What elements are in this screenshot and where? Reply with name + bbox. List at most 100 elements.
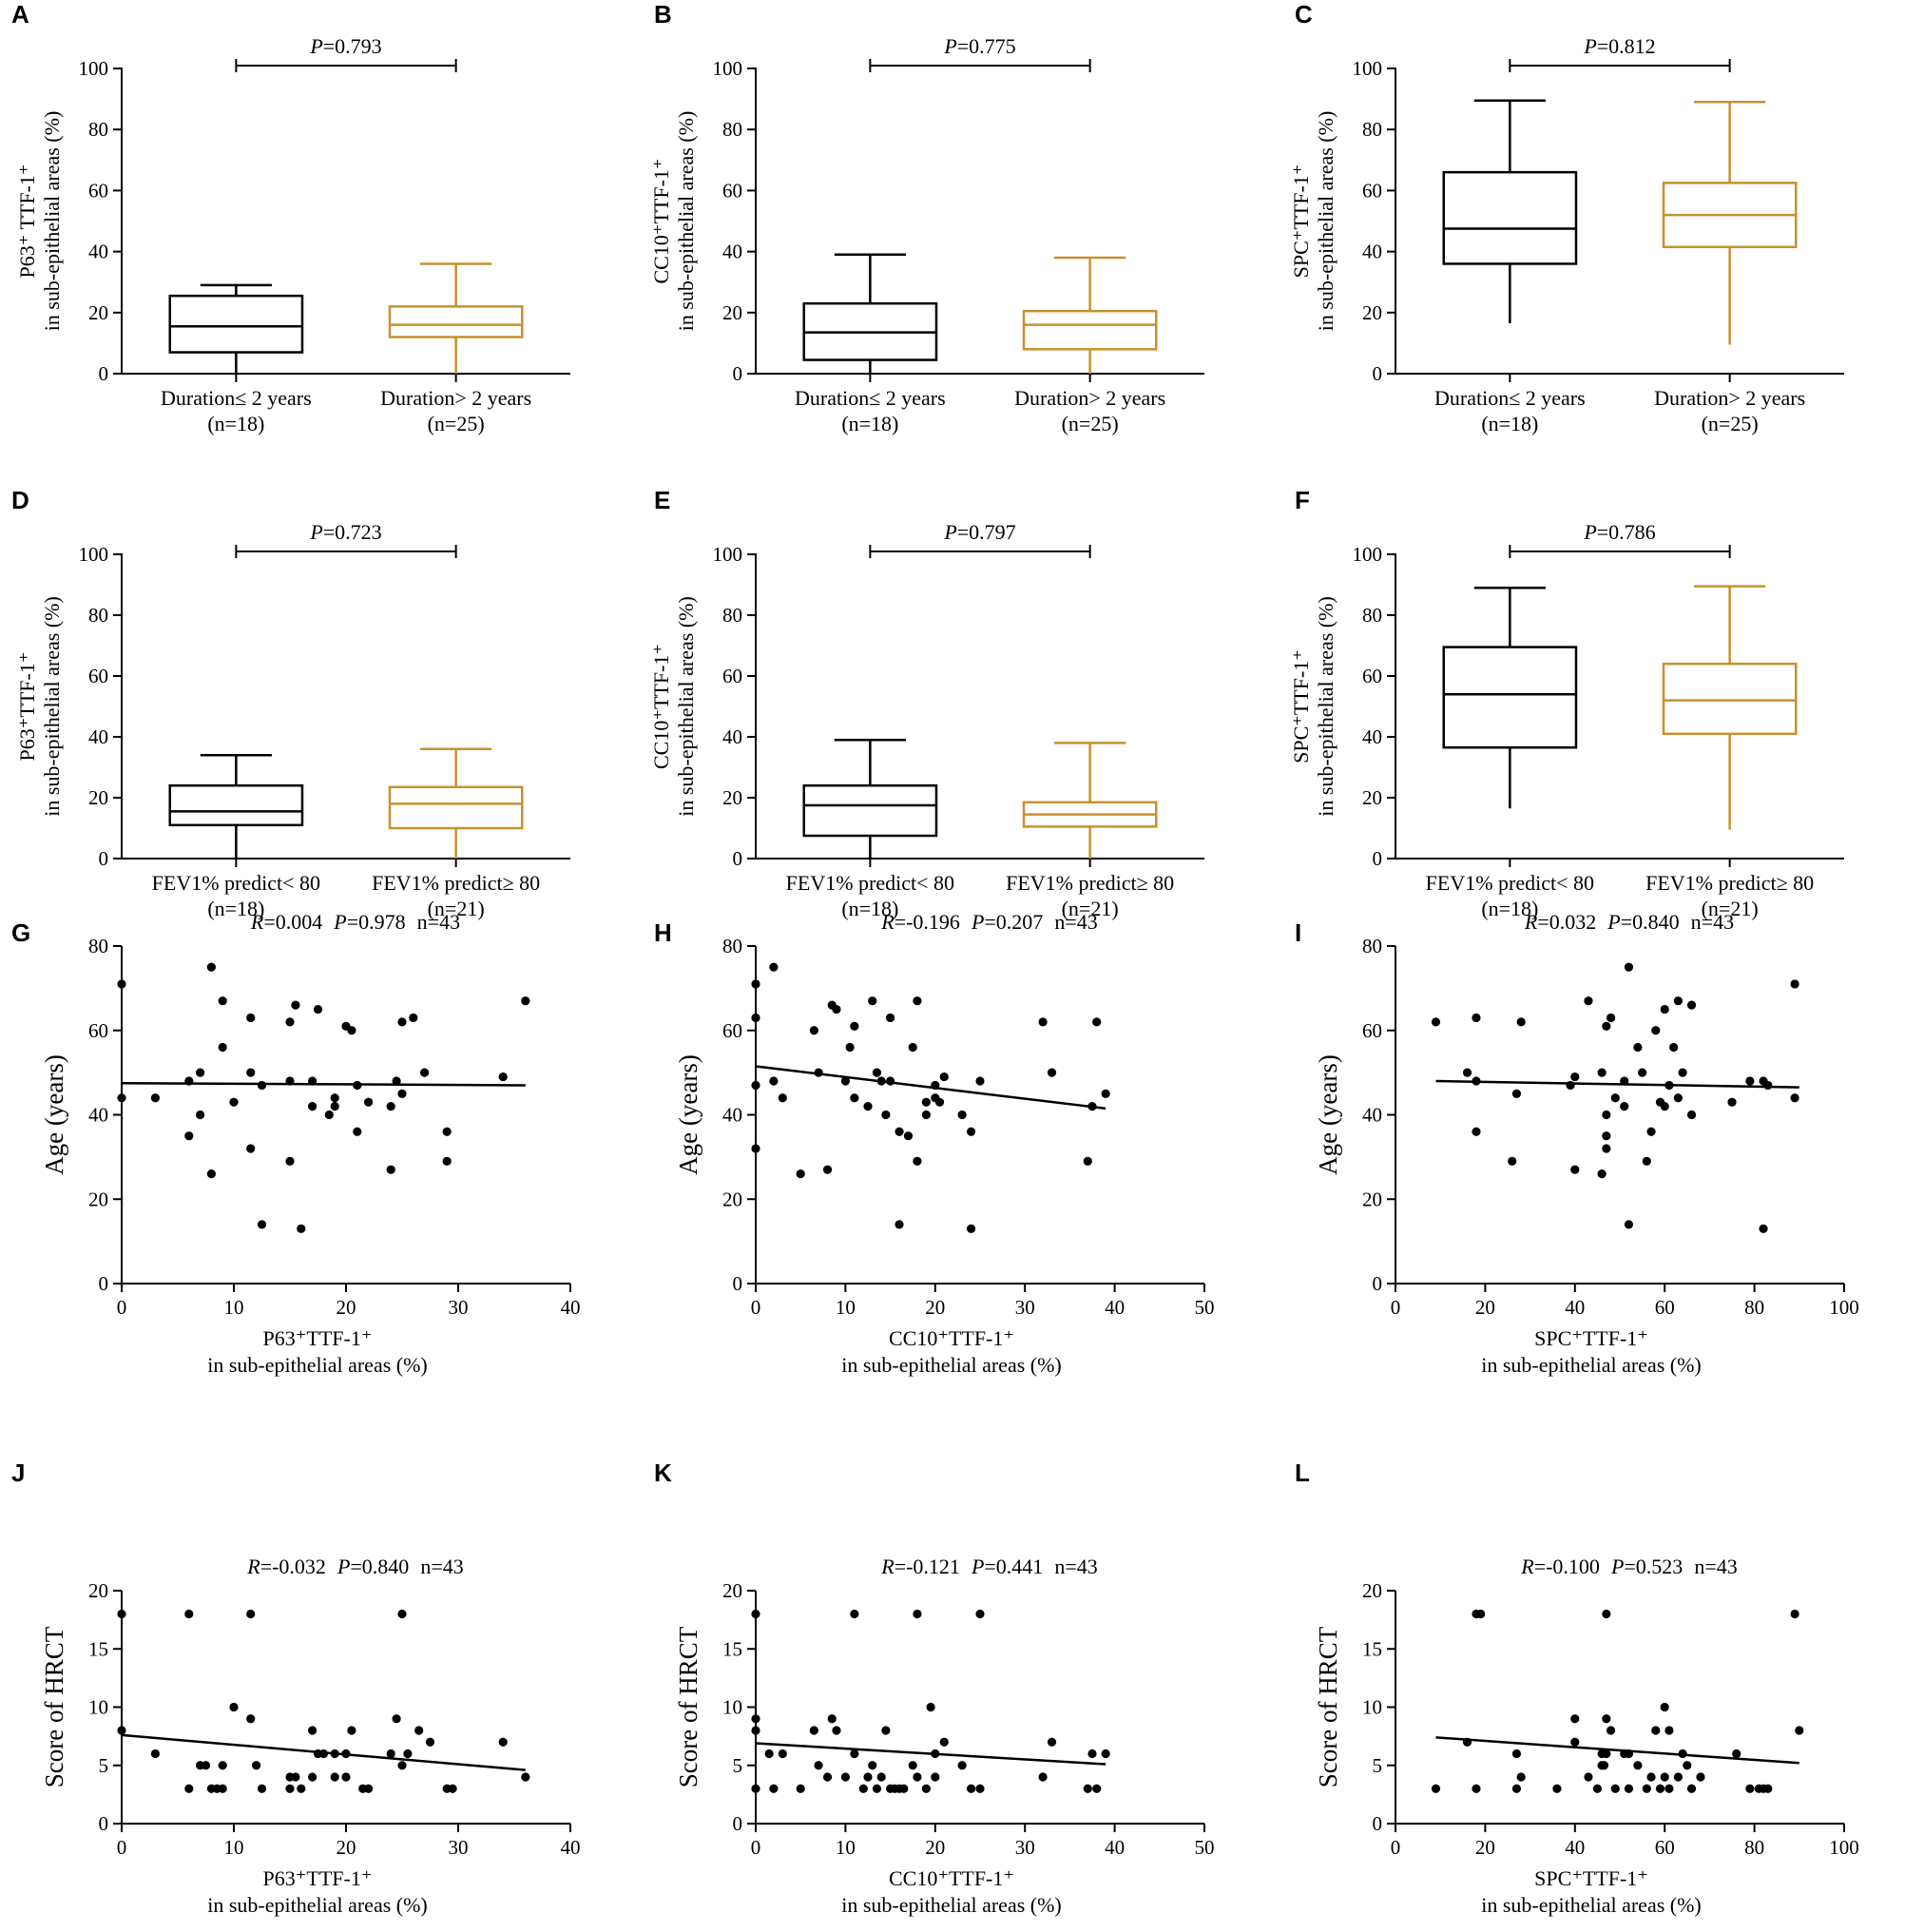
data-point bbox=[386, 1102, 395, 1111]
data-point bbox=[751, 1144, 760, 1153]
data-point bbox=[1620, 1076, 1629, 1086]
iqr-box bbox=[1442, 646, 1578, 749]
data-point bbox=[814, 1761, 823, 1770]
box-group-1 bbox=[1442, 99, 1578, 324]
data-point bbox=[1092, 1017, 1102, 1027]
category-n-label: (n=25) bbox=[1062, 412, 1119, 435]
data-point bbox=[353, 1080, 362, 1091]
x-axis-label-line1: P63⁺TTF-1⁺ bbox=[263, 1866, 373, 1890]
panel-a: A 0 20 40 60 80 100 Duration≤ 2 years(n=18) Dura… bbox=[11, 0, 570, 435]
data-point bbox=[822, 1772, 833, 1782]
data-point bbox=[1602, 1609, 1611, 1619]
y-axis-label: Age (years) bbox=[674, 1054, 702, 1175]
data-point bbox=[872, 1784, 882, 1793]
y-tick-label: 60 bbox=[88, 179, 108, 202]
data-point bbox=[1660, 1102, 1669, 1111]
data-point bbox=[876, 1772, 886, 1782]
x-tick-label: 40 bbox=[1565, 1296, 1585, 1319]
x-tick-label: 80 bbox=[1744, 1836, 1764, 1859]
data-point bbox=[840, 1076, 851, 1086]
y-axis-label: Age (years) bbox=[1314, 1054, 1342, 1175]
data-point bbox=[1727, 1097, 1737, 1107]
data-point bbox=[1552, 1784, 1562, 1793]
data-point bbox=[1638, 1068, 1647, 1077]
data-point bbox=[1646, 1127, 1656, 1136]
y-tick-label: 80 bbox=[88, 935, 108, 957]
y-axis-label: P63⁺TTF-1⁺in sub-epithelial areas (%) bbox=[15, 596, 64, 817]
iqr-box bbox=[388, 305, 524, 338]
data-point bbox=[442, 1156, 452, 1166]
data-point bbox=[1472, 1127, 1481, 1136]
y-tick-label: 20 bbox=[88, 1579, 108, 1602]
data-point bbox=[347, 1726, 356, 1735]
box-group-2 bbox=[1022, 256, 1158, 374]
data-point bbox=[1584, 1772, 1593, 1782]
data-point bbox=[1602, 1131, 1611, 1141]
data-point bbox=[751, 1013, 760, 1023]
x-tick-label: 60 bbox=[1655, 1296, 1675, 1319]
y-tick-label: 60 bbox=[1362, 665, 1382, 687]
y-tick-label: 5 bbox=[99, 1754, 109, 1777]
category-n-label: (n=18) bbox=[1481, 897, 1538, 920]
data-point bbox=[1633, 1042, 1643, 1053]
correlation-stats: R=-0.121 P=0.441 n=43 bbox=[880, 1555, 1097, 1578]
data-point bbox=[246, 1609, 256, 1619]
data-point bbox=[868, 1761, 877, 1770]
data-point bbox=[313, 1004, 323, 1014]
data-point bbox=[1660, 1772, 1669, 1782]
y-tick-label: 60 bbox=[88, 665, 108, 687]
data-point bbox=[308, 1772, 318, 1782]
data-point bbox=[1431, 1017, 1441, 1027]
y-axis-label: Score of HRCT bbox=[40, 1626, 68, 1787]
data-point bbox=[1624, 1784, 1634, 1793]
data-point bbox=[1790, 979, 1799, 989]
correlation-stats: R=-0.032 P=0.840 n=43 bbox=[246, 1555, 463, 1578]
data-point bbox=[939, 1737, 949, 1747]
data-point bbox=[353, 1127, 362, 1136]
data-point bbox=[1592, 1784, 1602, 1793]
data-point bbox=[252, 1761, 261, 1770]
data-point bbox=[822, 1165, 833, 1174]
data-point bbox=[1584, 996, 1593, 1006]
y-tick-label: 20 bbox=[1362, 1188, 1382, 1210]
data-point bbox=[297, 1224, 306, 1233]
data-point bbox=[318, 1748, 328, 1759]
x-axis-label-line2: in sub-epithelial areas (%) bbox=[841, 1893, 1062, 1917]
box-group-2 bbox=[1662, 585, 1798, 830]
x-tick-label: 0 bbox=[751, 1296, 761, 1319]
data-point bbox=[1660, 1004, 1669, 1014]
data-point bbox=[117, 1093, 126, 1103]
x-axis-label-line1: CC10⁺TTF-1⁺ bbox=[889, 1326, 1014, 1350]
regression-line bbox=[755, 1742, 1106, 1766]
y-tick-label: 20 bbox=[88, 301, 108, 324]
data-point bbox=[1763, 1080, 1773, 1091]
panel-g: G 0 20 40 60 80 0 10 20 30 40 R=0.004 P=0.978 n=43 Age… bbox=[11, 910, 581, 1377]
data-point bbox=[966, 1784, 976, 1793]
data-point bbox=[1602, 1144, 1611, 1153]
data-point bbox=[931, 1748, 940, 1759]
y-tick-label: 80 bbox=[88, 118, 108, 141]
data-point bbox=[832, 1726, 841, 1735]
iqr-box bbox=[802, 783, 938, 838]
y-tick-label: 80 bbox=[722, 118, 742, 141]
p-value-label: P=0.812 bbox=[1583, 34, 1655, 58]
data-point bbox=[246, 1144, 256, 1153]
data-point bbox=[218, 1761, 227, 1770]
data-point bbox=[184, 1609, 194, 1619]
category-label: FEV1% predict< 80 bbox=[1426, 871, 1594, 895]
y-tick-label: 5 bbox=[733, 1754, 743, 1777]
data-point bbox=[1664, 1784, 1674, 1793]
data-point bbox=[1678, 1068, 1687, 1077]
data-point bbox=[908, 1042, 917, 1053]
y-tick-label: 20 bbox=[722, 301, 742, 324]
data-point bbox=[751, 979, 760, 989]
data-point bbox=[196, 1068, 205, 1077]
category-n-label: (n=21) bbox=[1062, 897, 1119, 920]
data-point bbox=[117, 1726, 126, 1735]
data-point bbox=[386, 1165, 395, 1174]
data-point bbox=[908, 1761, 917, 1770]
box-group-1 bbox=[1442, 586, 1578, 809]
data-point bbox=[1038, 1017, 1048, 1027]
data-point bbox=[751, 1609, 760, 1619]
